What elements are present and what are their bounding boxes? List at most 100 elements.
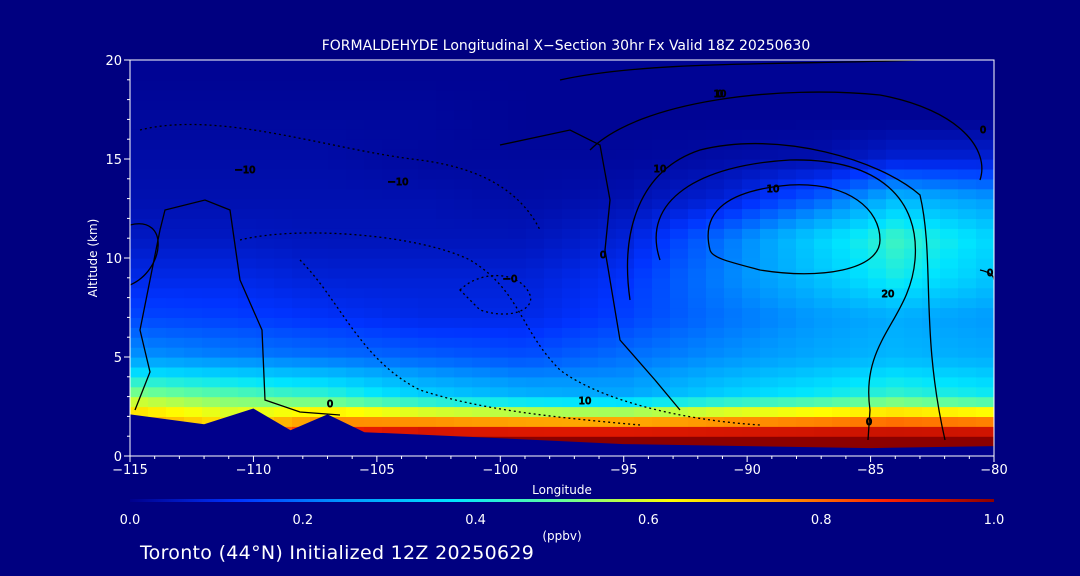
heatmap-cell: [922, 277, 941, 289]
heatmap-cell: [958, 287, 977, 299]
heatmap-cell: [220, 347, 239, 358]
heatmap-cell: [148, 60, 167, 71]
heatmap-cell: [760, 258, 779, 269]
heatmap-cell: [706, 238, 725, 249]
heatmap-cell: [400, 248, 419, 259]
heatmap-cell: [580, 307, 599, 318]
heatmap-cell: [274, 327, 293, 338]
heatmap-cell: [292, 396, 311, 408]
heatmap-cell: [958, 238, 977, 249]
heatmap-cell: [724, 109, 743, 120]
heatmap-cell: [526, 178, 545, 190]
heatmap-cell: [940, 307, 959, 318]
heatmap-cell: [904, 287, 923, 299]
heatmap-cell: [454, 218, 473, 229]
heatmap-cell: [832, 416, 851, 427]
heatmap-cell: [670, 287, 689, 299]
heatmap-cell: [652, 119, 671, 130]
heatmap-cell: [760, 406, 779, 417]
contour-label: 0: [987, 268, 993, 279]
heatmap-cell: [634, 376, 653, 388]
heatmap-cell: [166, 218, 185, 229]
heatmap-cell: [958, 386, 977, 398]
heatmap-cell: [436, 416, 455, 427]
heatmap-cell: [544, 159, 563, 170]
heatmap-cell: [652, 238, 671, 249]
heatmap-cell: [238, 168, 257, 180]
heatmap-cell: [508, 119, 527, 130]
heatmap-cell: [328, 248, 347, 259]
heatmap-cell: [778, 218, 797, 229]
heatmap-cell: [652, 396, 671, 408]
heatmap-cell: [256, 238, 275, 249]
heatmap-cell: [166, 258, 185, 269]
heatmap-cell: [454, 208, 473, 219]
heatmap-cell: [958, 228, 977, 239]
heatmap-cell: [526, 386, 545, 398]
heatmap-cell: [544, 347, 563, 358]
heatmap-cell: [454, 99, 473, 111]
heatmap-cell: [796, 218, 815, 229]
heatmap-cell: [346, 139, 365, 150]
heatmap-cell: [652, 99, 671, 111]
heatmap-cell: [346, 357, 365, 368]
heatmap-cell: [652, 60, 671, 71]
heatmap-cell: [886, 248, 905, 259]
heatmap-cell: [238, 188, 257, 200]
heatmap-cell: [742, 129, 761, 140]
heatmap-cell: [688, 159, 707, 170]
heatmap-cell: [904, 416, 923, 427]
heatmap-cell: [292, 159, 311, 170]
heatmap-cell: [418, 218, 437, 229]
heatmap-cell: [328, 99, 347, 111]
heatmap-cell: [832, 109, 851, 120]
heatmap-cell: [220, 60, 239, 71]
heatmap-cell: [562, 208, 581, 219]
heatmap-cell: [778, 168, 797, 180]
heatmap-cell: [544, 426, 563, 437]
heatmap-cell: [400, 89, 419, 101]
heatmap-cell: [418, 129, 437, 140]
heatmap-cell: [976, 69, 994, 81]
heatmap-cell: [706, 307, 725, 318]
heatmap-cell: [742, 238, 761, 249]
heatmap-cell: [148, 149, 167, 160]
heatmap-cell: [148, 376, 167, 388]
heatmap-cell: [562, 99, 581, 111]
heatmap-cell: [454, 327, 473, 338]
heatmap-cell: [274, 258, 293, 269]
heatmap-cell: [652, 406, 671, 417]
heatmap-cell: [886, 416, 905, 427]
heatmap-cell: [904, 366, 923, 378]
heatmap-cell: [958, 60, 977, 71]
heatmap-cell: [796, 248, 815, 259]
heatmap-cell: [742, 178, 761, 190]
heatmap-cell: [580, 277, 599, 289]
heatmap-cell: [940, 267, 959, 279]
heatmap-cell: [472, 258, 491, 269]
heatmap-cell: [634, 366, 653, 378]
heatmap-cell: [778, 436, 797, 447]
heatmap-cell: [346, 208, 365, 219]
heatmap-cell: [544, 139, 563, 150]
heatmap-cell: [238, 357, 257, 368]
heatmap-cell: [760, 317, 779, 328]
heatmap-cell: [760, 159, 779, 170]
heatmap-cell: [832, 119, 851, 130]
heatmap-cell: [184, 139, 203, 150]
heatmap-cell: [184, 327, 203, 338]
heatmap-cell: [202, 139, 221, 150]
heatmap-cell: [166, 208, 185, 219]
heatmap-cell: [274, 337, 293, 348]
heatmap-cell: [526, 149, 545, 160]
heatmap-cell: [850, 366, 869, 378]
heatmap-cell: [220, 267, 239, 279]
heatmap-cell: [436, 357, 455, 368]
heatmap-cell: [220, 159, 239, 170]
heatmap-cell: [472, 159, 491, 170]
heatmap-cell: [220, 168, 239, 180]
heatmap-cell: [292, 168, 311, 180]
heatmap-cell: [346, 258, 365, 269]
heatmap-cell: [634, 317, 653, 328]
heatmap-cell: [148, 89, 167, 101]
